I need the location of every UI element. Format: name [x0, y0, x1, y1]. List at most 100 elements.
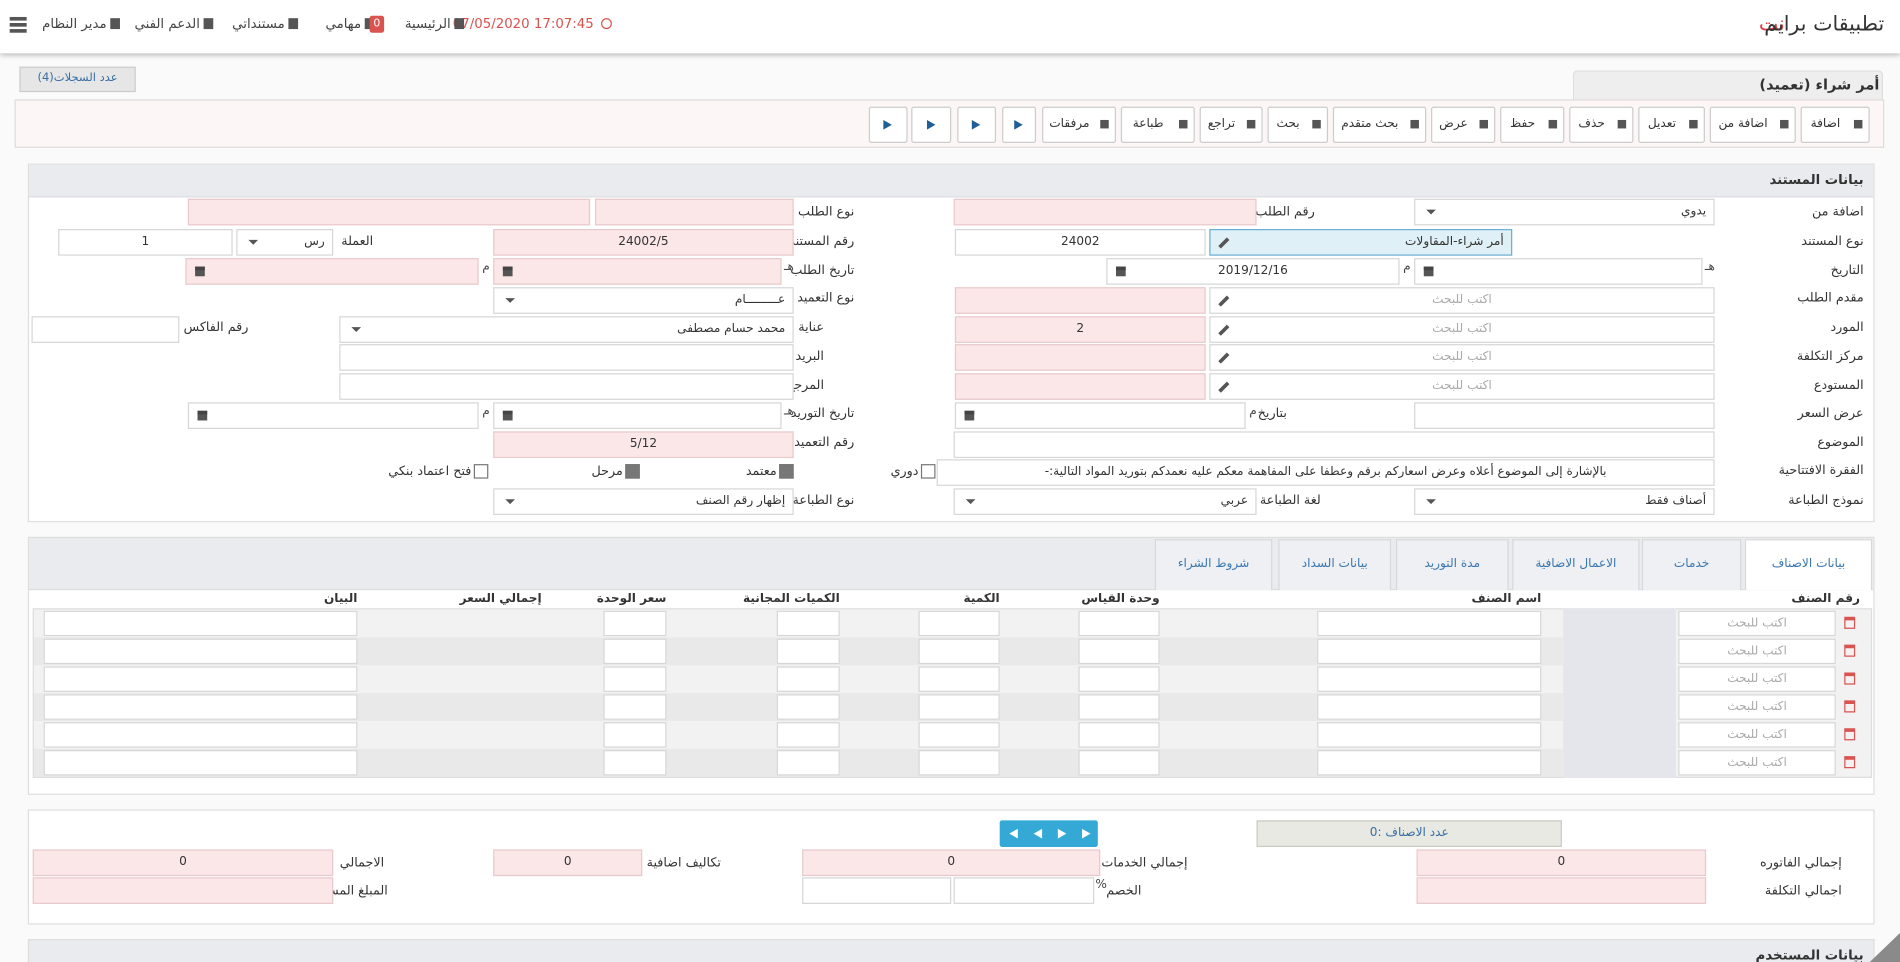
search-field[interactable]: اكتب للبحث — [1209, 373, 1715, 400]
input-field[interactable]: 2 — [954, 316, 1206, 343]
select-field[interactable]: يدوي — [1414, 198, 1715, 226]
toolbar-button[interactable]: بحث متقدم — [1332, 106, 1427, 143]
grid-cell[interactable] — [1317, 693, 1542, 720]
grid-cell[interactable] — [776, 721, 840, 748]
grid-cell[interactable] — [776, 665, 840, 692]
tab[interactable]: بيانات السداد — [1278, 539, 1392, 591]
input-field[interactable] — [953, 877, 1095, 904]
grid-cell[interactable]: اكتب للبحث — [1678, 610, 1836, 636]
grid-cell[interactable]: اكتب للبحث — [1678, 637, 1836, 664]
select-field[interactable]: أصناف فقط — [1414, 488, 1715, 515]
grid-cell[interactable] — [603, 610, 667, 636]
grid-cell[interactable] — [603, 721, 667, 748]
date-field[interactable]: 2019/12/16 — [1106, 258, 1400, 285]
date-field[interactable] — [954, 402, 1246, 429]
tab[interactable]: شروط الشراء — [1154, 539, 1273, 591]
input-field[interactable] — [32, 877, 334, 904]
grid-cell[interactable] — [43, 610, 358, 636]
grid-cell[interactable] — [918, 637, 1000, 664]
grid-cell[interactable] — [1078, 610, 1160, 636]
search-field[interactable]: اكتب للبحث — [1209, 287, 1715, 314]
tab[interactable]: الاعمال الاضافية — [1512, 539, 1640, 591]
grid-cell[interactable] — [918, 610, 1000, 636]
nav-link[interactable]: مستنداتي — [232, 15, 285, 32]
checkbox[interactable] — [920, 464, 936, 479]
grid-cell[interactable] — [918, 721, 1000, 748]
input-field[interactable] — [339, 373, 794, 400]
input-field[interactable]: 0 — [802, 849, 1101, 877]
grid-cell[interactable] — [43, 665, 358, 692]
delete-icon[interactable] — [1844, 728, 1856, 741]
grid-cell[interactable]: اكتب للبحث — [1678, 693, 1836, 720]
search-field[interactable]: اكتب للبحث — [1209, 344, 1715, 371]
tab[interactable]: خدمات — [1641, 539, 1742, 591]
select-field[interactable]: محمد حسام مصطفى — [339, 316, 794, 343]
grid-cell[interactable] — [1078, 637, 1160, 664]
nav-link[interactable]: الدعم الفني — [134, 15, 200, 32]
select-field[interactable]: عـــــــــام — [493, 287, 794, 314]
select-field[interactable]: إظهار رقم الصنف — [493, 488, 794, 515]
grid-cell[interactable] — [43, 693, 358, 720]
grid-cell[interactable] — [918, 693, 1000, 720]
input-field[interactable]: بالإشارة إلى الموضوع أعلاه وعرض اسعاركم … — [936, 459, 1715, 486]
pager-arrow[interactable] — [1009, 828, 1018, 839]
date-field[interactable] — [1414, 258, 1703, 285]
grid-cell[interactable] — [603, 665, 667, 692]
delete-icon[interactable] — [1844, 756, 1856, 769]
checkbox[interactable] — [779, 464, 794, 479]
nav-button[interactable] — [911, 106, 952, 143]
input-field[interactable]: أمر شراء-المقاولات — [1209, 229, 1513, 256]
grid-cell[interactable] — [776, 610, 840, 636]
tab[interactable]: بيانات الاصناف — [1744, 539, 1873, 591]
toolbar-button[interactable]: تراجع — [1199, 106, 1263, 143]
input-field[interactable]: 0 — [32, 849, 334, 877]
delete-icon[interactable] — [1844, 616, 1856, 629]
grid-cell[interactable] — [603, 693, 667, 720]
pager-arrow[interactable] — [1082, 828, 1091, 839]
grid-cell[interactable]: اكتب للبحث — [1678, 665, 1836, 692]
grid-cell[interactable] — [43, 721, 358, 748]
input-field[interactable] — [594, 198, 794, 226]
grid-cell[interactable]: اكتب للبحث — [1678, 721, 1836, 748]
grid-cell[interactable] — [43, 637, 358, 664]
grid-cell[interactable] — [43, 749, 358, 775]
date-field[interactable] — [187, 402, 479, 429]
grid-cell[interactable] — [1078, 721, 1160, 748]
grid-cell[interactable] — [1317, 749, 1542, 775]
pager-arrow[interactable] — [1057, 828, 1067, 839]
grid-cell[interactable] — [603, 637, 667, 664]
input-field[interactable] — [953, 431, 1715, 459]
search-field[interactable]: اكتب للبحث — [1209, 316, 1715, 343]
input-field[interactable] — [954, 287, 1206, 314]
grid-cell[interactable] — [776, 637, 840, 664]
input-field[interactable]: 24002 — [954, 229, 1206, 256]
input-field[interactable] — [802, 877, 952, 904]
delete-icon[interactable] — [1844, 700, 1856, 713]
toolbar-button[interactable]: مرفقات — [1042, 106, 1117, 143]
delete-icon[interactable] — [1844, 644, 1856, 657]
date-field[interactable] — [493, 402, 782, 429]
grid-cell[interactable]: اكتب للبحث — [1678, 749, 1836, 775]
grid-cell[interactable] — [603, 749, 667, 775]
grid-cell[interactable] — [1078, 749, 1160, 775]
input-field[interactable]: 0 — [1416, 849, 1707, 877]
checkbox[interactable] — [625, 464, 640, 479]
grid-cell[interactable] — [1317, 721, 1542, 748]
checkbox[interactable] — [473, 464, 489, 479]
input-field[interactable] — [1416, 877, 1707, 904]
input-field[interactable] — [31, 316, 180, 343]
grid-cell[interactable] — [918, 665, 1000, 692]
input-field[interactable] — [954, 344, 1206, 371]
grid-cell[interactable] — [1078, 665, 1160, 692]
nav-link[interactable]: الرئيسية — [404, 15, 451, 32]
pager-arrow[interactable] — [1033, 828, 1043, 839]
grid-cell[interactable] — [1317, 637, 1542, 664]
input-field[interactable] — [1414, 402, 1715, 429]
input-field[interactable]: 1 — [58, 229, 233, 256]
grid-cell[interactable] — [776, 693, 840, 720]
input-field[interactable] — [187, 198, 591, 226]
nav-link[interactable]: مهامي — [325, 15, 362, 32]
tab[interactable]: مدة التوريد — [1395, 539, 1509, 591]
date-field[interactable] — [185, 258, 479, 285]
input-field[interactable]: 24002/5 — [493, 229, 794, 256]
